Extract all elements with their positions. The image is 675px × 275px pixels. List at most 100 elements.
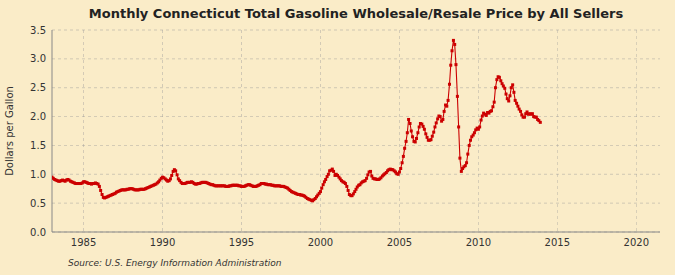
- marker: [403, 147, 406, 150]
- x-tick-label: 2000: [308, 237, 333, 248]
- marker: [531, 112, 534, 115]
- marker: [460, 170, 463, 173]
- y-tick-label: 2.5: [30, 82, 46, 93]
- marker: [458, 157, 461, 160]
- marker: [464, 164, 467, 167]
- marker: [410, 130, 413, 133]
- grid-line-y: [52, 87, 660, 88]
- grid-line-y: [52, 145, 660, 146]
- marker: [465, 161, 468, 164]
- marker: [508, 94, 511, 97]
- marker: [431, 135, 434, 138]
- marker: [468, 144, 471, 147]
- grid-line-x: [162, 30, 163, 232]
- grid-line-x: [636, 30, 637, 232]
- background: [0, 0, 675, 275]
- marker: [454, 63, 457, 66]
- grid-line-x: [320, 30, 321, 232]
- x-tick-label: 2010: [466, 237, 491, 248]
- marker: [402, 155, 405, 158]
- marker: [430, 138, 433, 141]
- marker: [324, 178, 327, 181]
- marker: [409, 122, 412, 125]
- marker: [478, 125, 481, 128]
- marker: [98, 185, 101, 188]
- y-tick-label: 0.5: [30, 198, 46, 209]
- marker: [515, 102, 518, 105]
- marker: [451, 49, 454, 52]
- marker: [523, 116, 526, 119]
- marker: [516, 105, 519, 108]
- marker: [322, 183, 325, 186]
- marker: [424, 132, 427, 135]
- marker: [176, 173, 179, 176]
- marker: [491, 105, 494, 108]
- y-tick-label: 1.0: [30, 169, 46, 180]
- marker: [469, 139, 472, 142]
- marker: [507, 99, 510, 102]
- y-tick-label: 0.0: [30, 227, 46, 238]
- marker: [453, 43, 456, 46]
- marker: [457, 125, 460, 128]
- marker: [505, 93, 508, 96]
- marker: [414, 140, 417, 143]
- marker: [498, 76, 501, 79]
- marker: [415, 137, 418, 140]
- marker: [445, 105, 448, 108]
- title: Monthly Connecticut Total Gasoline Whole…: [89, 6, 624, 21]
- marker: [319, 190, 322, 193]
- marker: [452, 39, 455, 42]
- grid-line-y: [52, 174, 660, 175]
- marker: [398, 170, 401, 173]
- x-axis-line: [52, 232, 660, 233]
- marker: [365, 177, 368, 180]
- y-axis-label: Dollars per Gallon: [4, 86, 15, 176]
- marker: [473, 131, 476, 134]
- grid: [52, 30, 660, 232]
- marker: [332, 170, 335, 173]
- marker: [443, 110, 446, 113]
- marker: [539, 121, 542, 124]
- chart: Monthly Connecticut Total Gasoline Whole…: [0, 0, 675, 275]
- marker: [449, 64, 452, 67]
- x-tick-label: 1995: [229, 237, 254, 248]
- grid-line-x: [241, 30, 242, 232]
- marker: [422, 125, 425, 128]
- grid-line-y: [52, 58, 660, 59]
- marker: [432, 131, 435, 134]
- marker: [441, 118, 444, 121]
- marker: [399, 167, 402, 170]
- grid-line-y: [52, 232, 660, 233]
- grid-line-x: [399, 30, 400, 232]
- grid-line-x: [478, 30, 479, 232]
- marker: [512, 91, 515, 94]
- marker: [418, 125, 421, 128]
- marker: [514, 99, 517, 102]
- marker: [435, 121, 438, 124]
- marker: [503, 87, 506, 90]
- marker: [519, 110, 522, 113]
- y-tick-label: 1.5: [30, 140, 46, 151]
- marker: [345, 185, 348, 188]
- marker: [490, 109, 493, 112]
- marker: [369, 170, 372, 173]
- y-axis-line: [52, 30, 53, 232]
- y-tick-label: 3.0: [30, 53, 46, 64]
- marker: [320, 187, 323, 190]
- marker: [494, 86, 497, 89]
- marker: [447, 99, 450, 102]
- marker: [347, 189, 350, 192]
- marker: [407, 118, 410, 121]
- marker: [439, 115, 442, 118]
- source-note: Source: U.S. Energy Information Administ…: [68, 258, 282, 268]
- x-tick-label: 2020: [624, 237, 649, 248]
- marker: [511, 83, 514, 86]
- x-tick-label: 2015: [545, 237, 570, 248]
- x-tick-label: 2005: [387, 237, 412, 248]
- x-tick-label: 1985: [71, 237, 96, 248]
- marker: [401, 161, 404, 164]
- marker: [101, 193, 104, 196]
- marker: [99, 189, 102, 192]
- marker: [416, 131, 419, 134]
- plot-area: [52, 39, 542, 202]
